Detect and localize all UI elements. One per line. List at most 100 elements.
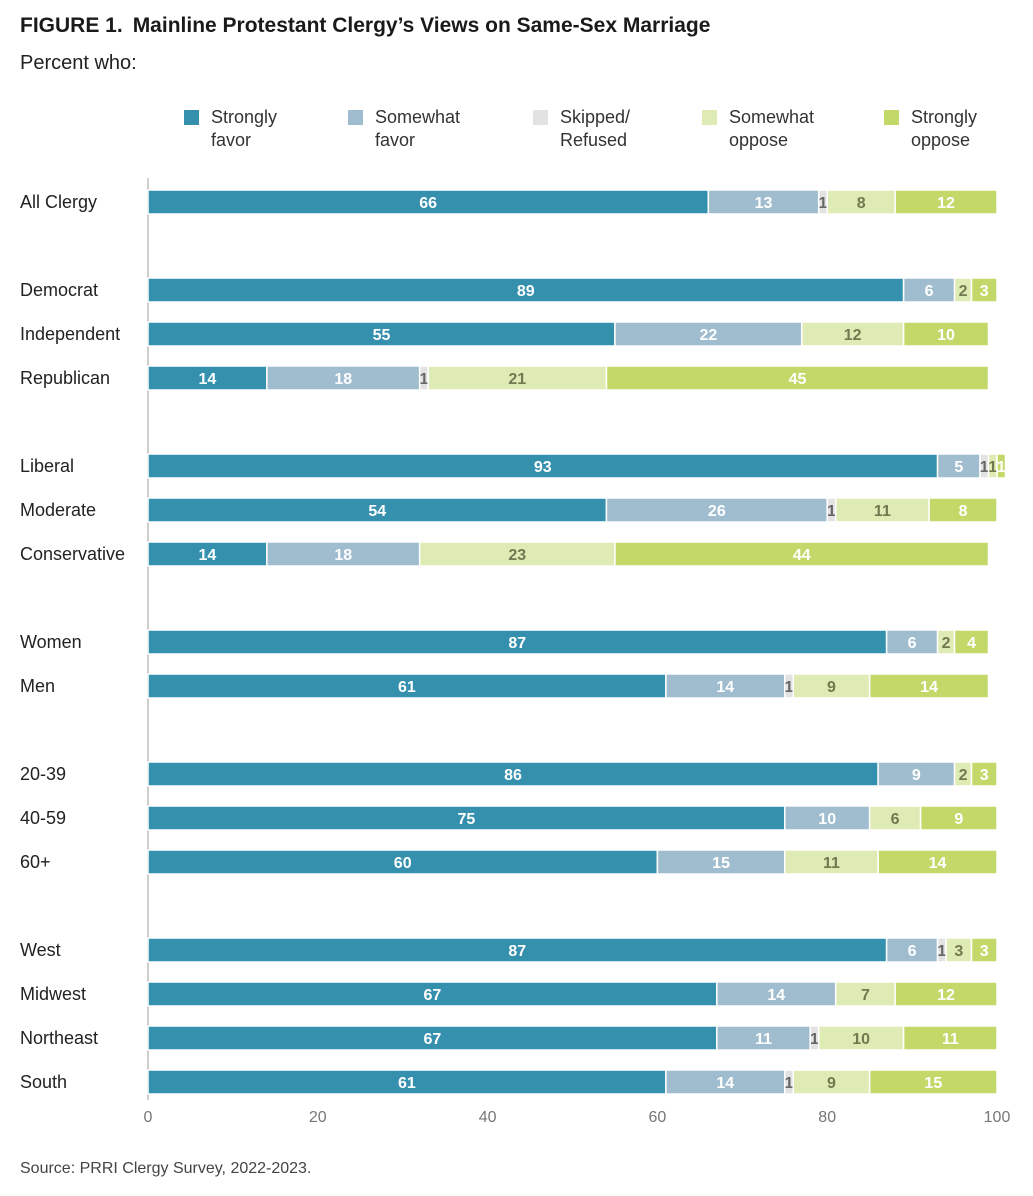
bar-segment-somewhat-favor: [614, 321, 803, 347]
bar-segment-strongly-oppose: [868, 1069, 998, 1095]
bar-segment-somewhat-favor: [902, 277, 956, 303]
bar-segment-somewhat-oppose: [800, 321, 905, 347]
bar-segment-strongly-oppose: [605, 365, 990, 391]
bar-segment-somewhat-favor: [885, 937, 939, 963]
category-label: Midwest: [20, 984, 86, 1004]
data-label: 2: [959, 767, 968, 784]
data-label: 1: [937, 943, 946, 960]
bar-segment-somewhat-favor: [605, 497, 828, 523]
bar-segment-somewhat-favor: [665, 673, 786, 699]
bar-segment-strongly-oppose: [970, 937, 998, 963]
bar-segment-strongly-favor: [147, 321, 616, 347]
bar-segment-somewhat-oppose: [792, 1069, 871, 1095]
data-label: 45: [789, 371, 807, 388]
legend-label: Somewhat favor: [375, 107, 461, 150]
bar-segment-strongly-favor: [147, 1025, 718, 1051]
data-label: 87: [508, 943, 526, 960]
data-label: 93: [534, 459, 552, 476]
bar-segment-somewhat-oppose: [868, 805, 922, 831]
data-label: 14: [716, 679, 734, 696]
bar-segment-somewhat-favor: [716, 1025, 811, 1051]
category-label: Moderate: [20, 500, 96, 520]
data-label: 11: [823, 855, 840, 872]
category-label: Republican: [20, 368, 110, 388]
bar-segment-somewhat-favor: [656, 849, 786, 875]
category-label: All Clergy: [20, 192, 97, 212]
data-label: 14: [767, 987, 785, 1004]
bar-segment-somewhat-oppose: [945, 937, 973, 963]
data-label: 11: [874, 503, 891, 520]
data-label: 18: [334, 371, 352, 388]
data-label: 14: [716, 1075, 734, 1092]
data-label: 55: [373, 327, 391, 344]
category-label: Women: [20, 632, 82, 652]
data-label: 66: [419, 195, 437, 212]
data-label: 10: [937, 327, 955, 344]
source-note: Source: PRRI Clergy Survey, 2022-2023.: [20, 1160, 312, 1177]
bar-segment-strongly-favor: [147, 453, 939, 479]
bar-segment-strongly-favor: [147, 673, 667, 699]
data-label: 5: [954, 459, 963, 476]
bar-segment-somewhat-favor: [266, 365, 421, 391]
data-label: 9: [827, 1075, 836, 1092]
data-label: 7: [861, 987, 870, 1004]
data-label: 44: [793, 547, 811, 564]
bar-segment-strongly-oppose: [928, 497, 998, 523]
data-label: 22: [699, 327, 717, 344]
bar-segment-strongly-oppose: [902, 1025, 998, 1051]
bar-segment-strongly-favor: [147, 849, 659, 875]
legend-label: Strongly oppose: [911, 107, 978, 150]
bar-segment-somewhat-oppose: [792, 673, 871, 699]
legend-label: Skipped/ Refused: [560, 107, 631, 150]
category-label: Liberal: [20, 456, 74, 476]
bar-segment-strongly-oppose: [868, 673, 990, 699]
data-label: 1: [988, 459, 997, 476]
legend-swatch: [184, 110, 199, 125]
legend-item-somewhat-oppose: Somewhat oppose: [702, 106, 829, 152]
chart-title: FIGURE 1. Mainline Protestant Clergy’s Vi…: [20, 14, 710, 38]
bar-segment-strongly-oppose: [877, 849, 998, 875]
x-tick-label: 80: [818, 1109, 836, 1126]
data-label: 1: [819, 195, 828, 212]
bar-segment-somewhat-favor: [716, 981, 837, 1007]
data-label: 1: [419, 371, 428, 388]
data-label: 9: [954, 811, 963, 828]
data-label: 3: [980, 943, 989, 960]
category-label: South: [20, 1072, 67, 1092]
data-label: 6: [908, 943, 917, 960]
legend-label: Somewhat oppose: [729, 107, 815, 150]
x-tick-label: 100: [984, 1109, 1011, 1126]
data-label: 6: [891, 811, 900, 828]
legend-swatch: [348, 110, 363, 125]
legend-swatch: [884, 110, 899, 125]
bar-segment-somewhat-oppose: [784, 849, 879, 875]
data-label: 14: [929, 855, 947, 872]
category-label: Men: [20, 676, 55, 696]
x-tick-label: 60: [649, 1109, 667, 1126]
data-label: 67: [424, 987, 442, 1004]
category-label: 40-59: [20, 808, 66, 828]
data-label: 2: [942, 635, 951, 652]
data-label: 3: [980, 283, 989, 300]
bar-segment-strongly-oppose: [970, 277, 998, 303]
data-label: 12: [844, 327, 862, 344]
data-label: 14: [920, 679, 938, 696]
bar-segment-strongly-oppose: [902, 321, 990, 347]
title-text: Mainline Protestant Clergy’s Views on Sa…: [132, 14, 711, 37]
bar-segment-strongly-favor: [147, 365, 268, 391]
legend-swatch: [702, 110, 717, 125]
data-label: 9: [827, 679, 836, 696]
data-label: 87: [508, 635, 526, 652]
bar-segment-strongly-oppose: [996, 453, 1007, 479]
legend-item-strongly-oppose: Strongly oppose: [884, 106, 991, 152]
category-label: Democrat: [20, 280, 98, 300]
bar-segment-strongly-favor: [147, 497, 608, 523]
data-label: 23: [508, 547, 526, 564]
category-label: 60+: [20, 852, 51, 872]
bar-segment-strongly-favor: [147, 189, 710, 215]
bar-segment-somewhat-oppose: [427, 365, 608, 391]
bar-segment-strongly-oppose: [614, 541, 990, 567]
data-label: 13: [755, 195, 773, 212]
legend-item-skipped-refused: Skipped/ Refused: [533, 106, 645, 152]
